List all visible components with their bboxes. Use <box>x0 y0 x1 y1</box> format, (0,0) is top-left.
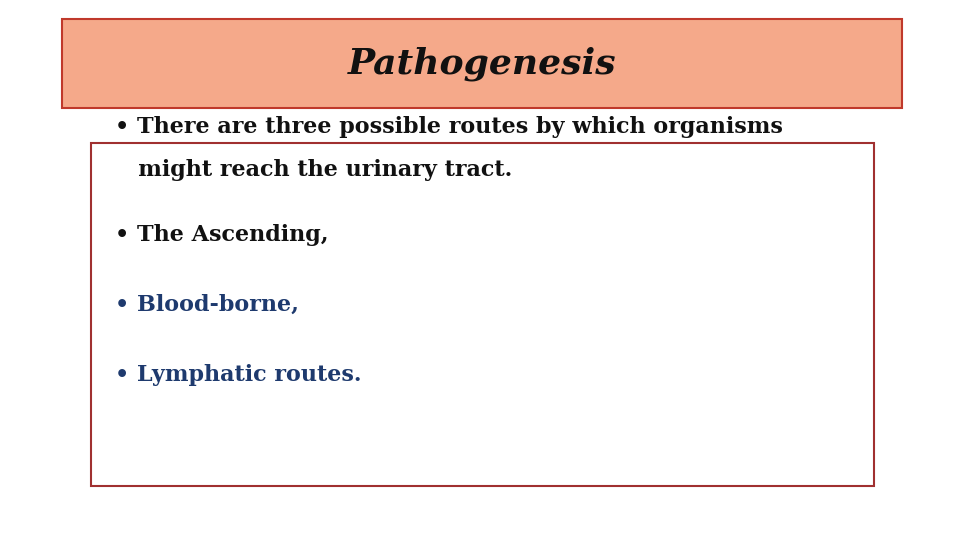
FancyBboxPatch shape <box>91 143 874 486</box>
Text: • Lymphatic routes.: • Lymphatic routes. <box>115 364 362 386</box>
Text: • The Ascending,: • The Ascending, <box>115 224 328 246</box>
Text: Pathogenesis: Pathogenesis <box>348 46 616 80</box>
FancyBboxPatch shape <box>62 19 902 108</box>
Text: • There are three possible routes by which organisms: • There are three possible routes by whi… <box>115 116 783 138</box>
Text: • Blood-borne,: • Blood-borne, <box>115 294 300 316</box>
Text: might reach the urinary tract.: might reach the urinary tract. <box>115 159 513 181</box>
